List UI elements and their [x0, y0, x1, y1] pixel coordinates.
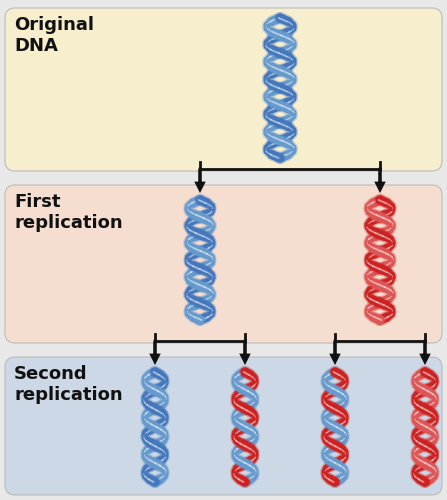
FancyArrow shape: [197, 169, 203, 190]
FancyArrow shape: [376, 169, 384, 190]
FancyArrow shape: [332, 341, 338, 362]
Text: Original
DNA: Original DNA: [14, 16, 94, 55]
Text: First
replication: First replication: [14, 193, 122, 232]
FancyArrow shape: [152, 341, 159, 362]
FancyBboxPatch shape: [5, 357, 442, 495]
Text: Second
replication: Second replication: [14, 365, 122, 404]
FancyBboxPatch shape: [5, 185, 442, 343]
FancyArrow shape: [241, 341, 249, 362]
FancyArrow shape: [422, 341, 429, 362]
FancyBboxPatch shape: [5, 8, 442, 171]
